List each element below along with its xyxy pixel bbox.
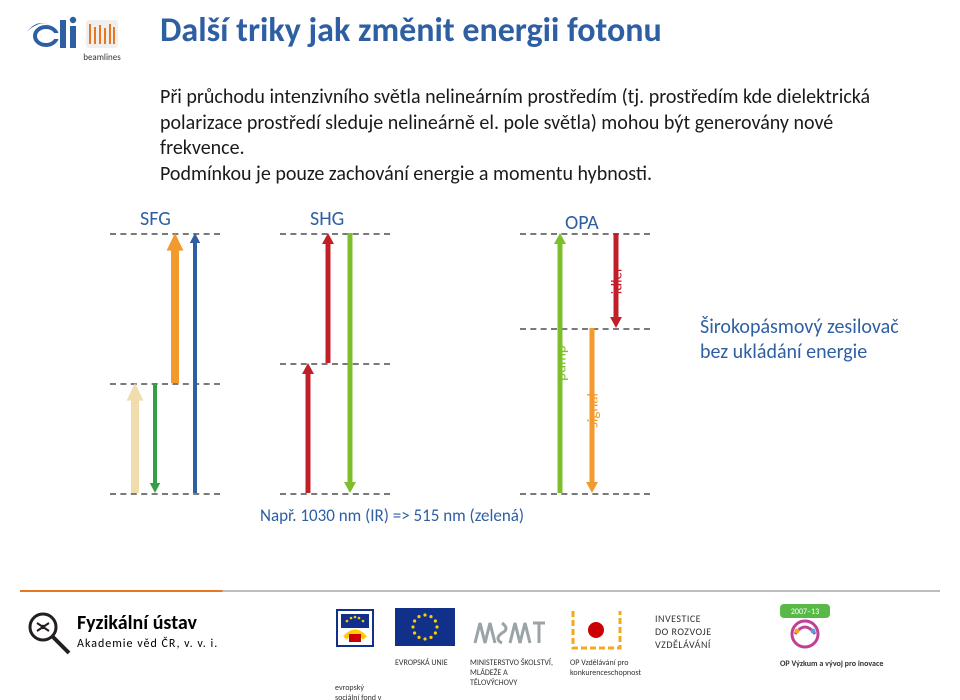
opvav-logo: 2007–13 OP Výzkum a vývoj pro inovace	[780, 604, 920, 669]
opvav-caption: OP Výzkum a vývoj pro inovace	[780, 659, 890, 669]
eli-logo: beamlines	[20, 14, 140, 69]
body-text: Při průchodu intenzivního světla nelineá…	[160, 85, 900, 187]
svg-text:beamlines: beamlines	[83, 52, 121, 63]
arrow-axis-label: pump	[553, 345, 571, 381]
footer-divider	[20, 590, 940, 592]
diagram-opa: OPA pumpsignalidler	[520, 215, 670, 495]
esf-logo: evropský sociální fond v ČR	[335, 608, 390, 700]
arrows-svg	[110, 215, 280, 513]
invest-text: INVESTICE DO ROZVOJE VZDĚLÁVÁNÍ	[655, 612, 760, 651]
invest-line3: VZDĚLÁVÁNÍ	[655, 638, 760, 651]
eu-logo: EVROPSKÁ UNIE	[395, 608, 465, 668]
fzu-logo: Fyzikální ústav Akademie věd ČR, v. v. i…	[25, 607, 285, 672]
side-note: Širokopásmový zesilovač bez ukládání ene…	[700, 315, 920, 365]
eu-caption: EVROPSKÁ UNIE	[395, 658, 455, 668]
invest-line2: DO ROZVOJE	[655, 625, 760, 638]
fzu-line1: Fyzikální ústav	[77, 611, 198, 635]
opvk-logo: OP Vzdělávání pro konkurenceschopnost	[570, 608, 650, 678]
arrows-svg: pump signal idler	[520, 215, 710, 513]
page-title: Další triky jak změnit energii fotonu	[160, 10, 662, 51]
msmt-caption: MINISTERSTVO ŠKOLSTVÍ, MLÁDEŽE A TĚLOVÝC…	[470, 658, 555, 688]
arrow-axis-label: idler	[609, 267, 627, 294]
footer: Fyzikální ústav Akademie věd ČR, v. v. i…	[0, 590, 960, 700]
opvk-caption: OP Vzdělávání pro konkurenceschopnost	[570, 658, 655, 678]
caption: Např. 1030 nm (IR) => 515 nm (zelená)	[260, 505, 524, 526]
diagram-shg: SHG	[280, 215, 390, 495]
invest-line1: INVESTICE	[655, 612, 760, 625]
esf-caption: evropský sociální fond v ČR	[335, 683, 385, 700]
period-badge: 2007–13	[791, 607, 819, 617]
arrow-axis-label: signal	[585, 393, 603, 428]
diagram-sfg: SFG	[110, 215, 220, 495]
fzu-line2: Akademie věd ČR, v. v. i.	[77, 637, 218, 651]
diagram-row: SFG SHG OPA pumpsignalidler Širokopásmov…	[110, 215, 880, 495]
msmt-logo: MINISTERSTVO ŠKOLSTVÍ, MLÁDEŽE A TĚLOVÝC…	[470, 608, 560, 688]
arrows-svg	[280, 215, 450, 513]
